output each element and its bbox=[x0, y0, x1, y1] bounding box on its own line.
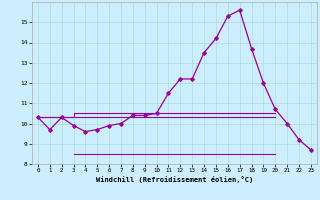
X-axis label: Windchill (Refroidissement éolien,°C): Windchill (Refroidissement éolien,°C) bbox=[96, 176, 253, 183]
